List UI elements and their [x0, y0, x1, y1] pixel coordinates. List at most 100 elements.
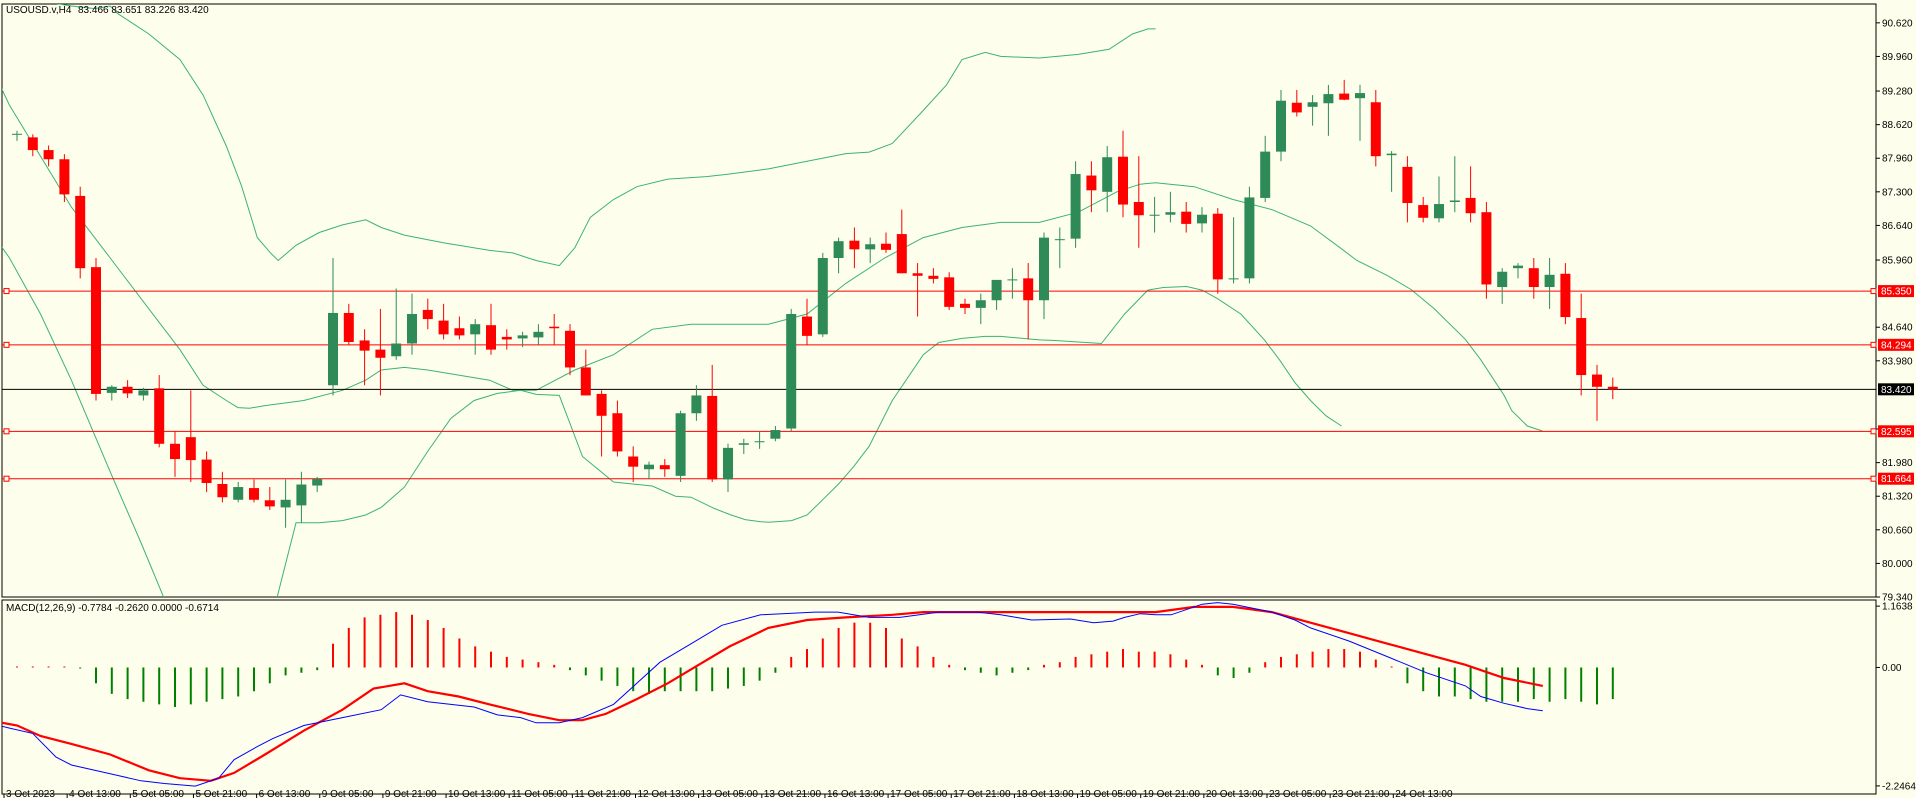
candle-body: [91, 267, 101, 394]
level-marker: [1870, 428, 1877, 435]
candle-body: [754, 441, 765, 443]
candle-body: [565, 330, 575, 368]
candle-body: [233, 487, 244, 500]
price-axis-label: 81.320: [1882, 492, 1913, 503]
candle-body: [43, 150, 54, 160]
candle-body: [659, 465, 670, 470]
candle-body: [960, 303, 970, 308]
candle-body: [375, 349, 386, 358]
candle-body: [1070, 174, 1081, 239]
time-axis-label: 18 Oct 13:00: [1016, 789, 1074, 798]
time-axis-label: 9 Oct 05:00: [322, 789, 374, 798]
time-axis-label: 11 Oct 05:00: [511, 789, 568, 798]
time-axis-label: 5 Oct 21:00: [195, 789, 247, 798]
candle-body: [1592, 374, 1602, 387]
candle-body: [1339, 93, 1350, 100]
candle-body: [675, 413, 686, 476]
candle-body: [817, 257, 828, 335]
price-axis-label: 81.980: [1882, 458, 1913, 469]
time-axis-label: 19 Oct 21:00: [1143, 789, 1201, 798]
candle-body: [27, 137, 38, 151]
candle-body: [1497, 271, 1508, 288]
candle-body: [928, 275, 939, 279]
price-tag-label: 83.420: [1881, 385, 1912, 396]
candle-body: [770, 430, 781, 439]
time-axis-label: 24 Oct 13:00: [1395, 789, 1453, 798]
candle-body: [1181, 211, 1192, 224]
bollinger-middle-line: [2, 88, 1543, 432]
main-frame: [1, 3, 1877, 598]
candle-body: [975, 300, 986, 308]
candle-body: [723, 447, 733, 480]
candle-body: [280, 499, 291, 508]
candle-body: [1402, 166, 1413, 204]
price-axis-label: 85.960: [1882, 256, 1913, 267]
candle-body: [912, 273, 923, 276]
candle-body: [1418, 205, 1429, 218]
time-axis-label: 13 Oct 21:00: [764, 789, 822, 798]
candle-body: [1576, 318, 1587, 376]
price-axis-label: 80.000: [1882, 559, 1913, 570]
candle-body: [12, 133, 22, 135]
price-axis-label: 79.340: [1882, 593, 1913, 604]
price-tag-label: 82.595: [1881, 427, 1912, 438]
candle-body: [59, 159, 70, 195]
candlesticks: [12, 79, 1618, 528]
candle-body: [407, 313, 417, 344]
macd-axis-label: -2.2464: [1882, 781, 1916, 792]
time-axis-label: 5 Oct 05:00: [132, 789, 184, 798]
candle-body: [249, 488, 259, 500]
candle-body: [312, 478, 323, 486]
candle-body: [1244, 197, 1255, 279]
level-marker: [3, 428, 10, 435]
candle-body: [549, 326, 560, 329]
price-tag-label: 84.294: [1881, 340, 1912, 351]
macd-histogram: [16, 612, 1614, 708]
candle-body: [533, 331, 544, 338]
macd-panel: [1, 599, 1877, 795]
price-axis-label: 90.620: [1882, 18, 1913, 29]
candle-body: [201, 459, 212, 483]
bollinger-lower-line: [2, 246, 1342, 597]
time-axis-label: 6 Oct 13:00: [259, 789, 311, 798]
candle-body: [1291, 102, 1302, 113]
candle-body: [786, 313, 797, 429]
candle-body: [391, 343, 402, 357]
level-marker: [1870, 288, 1877, 295]
candle-body: [991, 279, 1002, 301]
candle-body: [422, 309, 433, 320]
candle-body: [1118, 156, 1128, 205]
price-axis-label: 87.960: [1882, 154, 1913, 165]
candle-body: [1434, 204, 1444, 219]
price-axis-label: 80.660: [1882, 525, 1913, 536]
level-marker: [1870, 341, 1877, 348]
candle-body: [170, 443, 180, 460]
candle-body: [833, 241, 844, 258]
time-axis-label: 3 Oct 2023: [6, 789, 55, 798]
candle-body: [106, 386, 117, 393]
candle-body: [470, 324, 481, 335]
price-axis-label: 84.640: [1882, 323, 1913, 334]
candle-body: [1133, 202, 1144, 216]
candle-body: [486, 325, 496, 350]
candle-body: [1212, 213, 1223, 280]
bollinger-upper-line: [55, 4, 1156, 267]
time-axis-label: 23 Oct 05:00: [1269, 789, 1327, 798]
candle-body: [438, 320, 449, 335]
price-tag: [1878, 338, 1914, 351]
price-axis-label: 88.620: [1882, 120, 1913, 131]
candle-body: [1165, 212, 1176, 215]
time-axis-label: 16 Oct 13:00: [827, 789, 885, 798]
candle-body: [138, 390, 149, 396]
level-marker: [3, 288, 10, 295]
candle-body: [185, 437, 196, 461]
time-axis-label: 23 Oct 21:00: [1332, 789, 1390, 798]
candle-body: [343, 312, 354, 342]
candle-body: [1370, 102, 1381, 157]
candle-body: [1307, 102, 1318, 107]
time-axis-label: 11 Oct 21:00: [574, 789, 631, 798]
candle-body: [849, 240, 860, 250]
candle-body: [1386, 153, 1397, 156]
